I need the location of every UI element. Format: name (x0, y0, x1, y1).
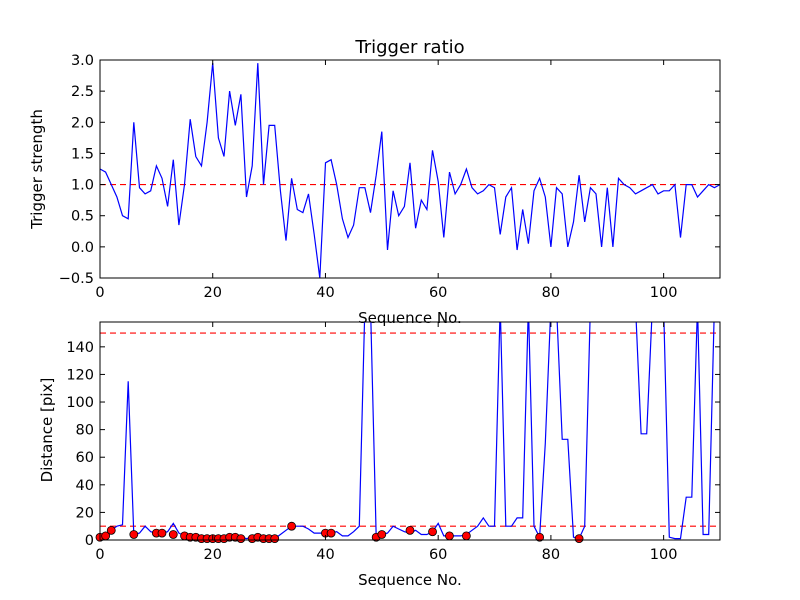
bottom-series-line (100, 322, 715, 540)
top-x-tick-label: 0 (95, 285, 104, 301)
top-y-tick-label: 1.5 (71, 146, 94, 162)
top-series-line (100, 63, 720, 278)
top-y-tick-label: 1.0 (71, 178, 94, 194)
bottom-y-tick-label: 140 (66, 340, 94, 356)
data-point-marker (168, 530, 178, 539)
data-point-marker (157, 528, 167, 538)
bottom-y-tick-label: 0 (85, 533, 94, 549)
bottom-y-tick-label: 60 (76, 450, 94, 466)
bottom-axes-frame (99, 321, 721, 541)
data-point-marker (377, 530, 387, 539)
top-x-tick-label: 100 (650, 285, 678, 301)
data-point-marker (405, 525, 415, 535)
data-point-marker (535, 532, 545, 542)
data-point-marker (428, 527, 437, 537)
top-y-tick-label: 2.0 (71, 115, 94, 131)
top-x-tick-label: 40 (316, 285, 334, 301)
top-chart: Trigger ratio Sequence No. Trigger stren… (28, 37, 721, 327)
data-point-marker (326, 528, 336, 538)
data-point-marker (129, 530, 139, 539)
bottom-x-tick-label: 100 (650, 547, 678, 563)
top-x-axis-label: Sequence No. (358, 309, 462, 327)
top-chart-title: Trigger ratio (354, 37, 464, 58)
top-plot-area (100, 63, 720, 278)
top-y-tick-label: 0.5 (71, 209, 94, 225)
top-x-tick-label: 80 (542, 285, 560, 301)
data-point-marker (461, 531, 471, 541)
bottom-chart: Sequence No. Distance [pix] 0 20 40 60 80 100… (38, 321, 721, 589)
bottom-y-tick-label: 80 (76, 423, 94, 439)
top-y-axis-label: Trigger strength (28, 109, 46, 230)
bottom-y-tick-label: 40 (76, 478, 94, 494)
bottom-y-tick-label: 100 (66, 395, 94, 411)
top-y-tick-label: 0.0 (71, 240, 94, 256)
data-point-marker (236, 534, 246, 544)
top-y-tick-label: 2.5 (71, 84, 94, 100)
bottom-x-axis-label: Sequence No. (358, 571, 462, 589)
data-point-marker (574, 534, 584, 544)
bottom-y-tick-label: 120 (66, 367, 94, 383)
top-y-tick-label: 3.0 (71, 53, 94, 69)
top-x-tick-label: 60 (429, 285, 447, 301)
data-point-marker (445, 531, 454, 541)
bottom-x-tick-label: 80 (542, 547, 560, 563)
bottom-y-axis-label: Distance [pix] (38, 378, 56, 483)
data-point-marker (270, 534, 280, 544)
data-point-marker (287, 521, 297, 531)
bottom-plot-area (100, 322, 720, 540)
bottom-y-tick-label: 20 (76, 505, 94, 521)
bottom-x-tick-label: 40 (316, 547, 334, 563)
bottom-x-tick-label: 20 (204, 547, 222, 563)
bottom-x-tick-label: 60 (429, 547, 447, 563)
top-x-tick-label: 20 (204, 285, 222, 301)
top-axes-frame (99, 59, 721, 279)
bottom-x-tick-label: 0 (95, 547, 104, 563)
data-point-marker (106, 525, 116, 535)
top-y-tick-label: −0.5 (59, 271, 94, 287)
